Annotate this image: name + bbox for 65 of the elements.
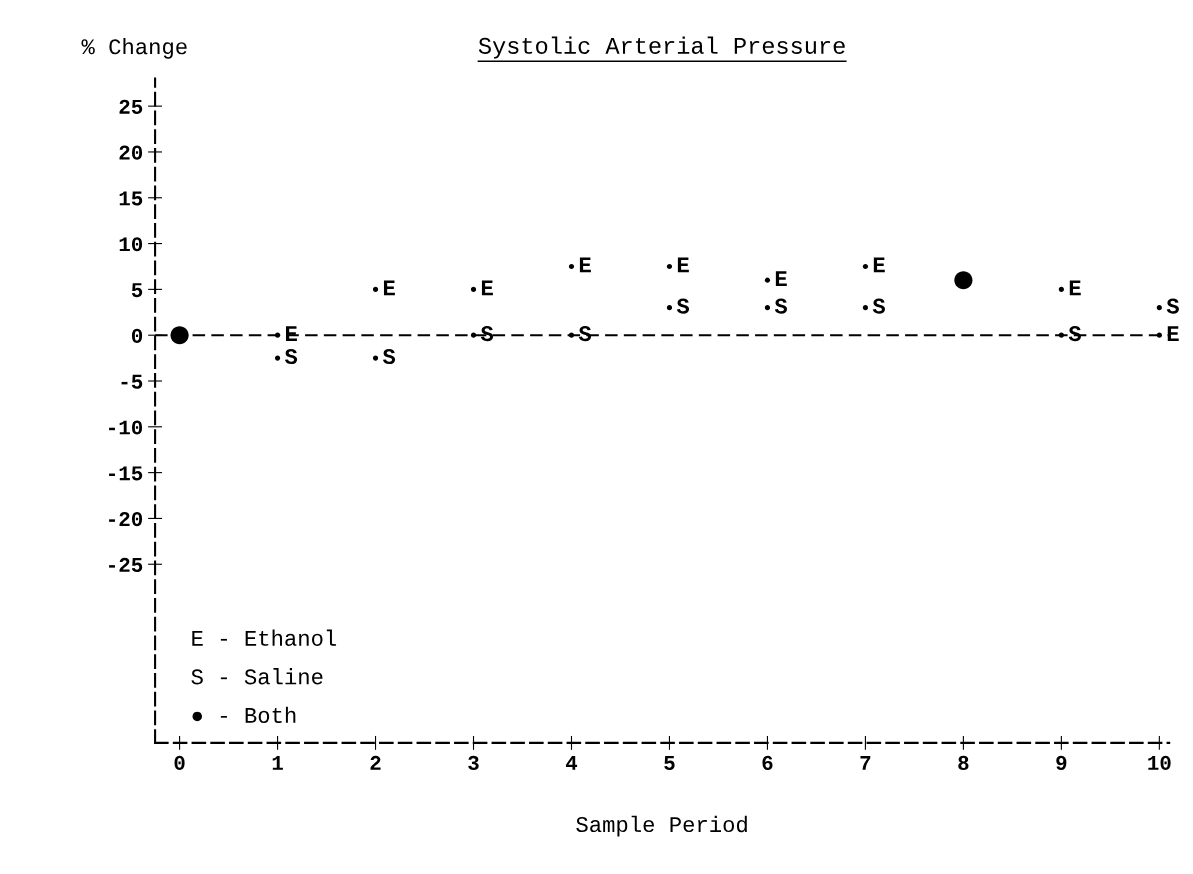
x-tick-label: 8 xyxy=(958,755,969,771)
x-tick-label: 0 xyxy=(174,755,185,771)
point xyxy=(568,263,575,270)
y-tick-label: 20 xyxy=(119,145,143,160)
point xyxy=(764,305,771,311)
data-label: E xyxy=(1069,280,1081,296)
x-axis-title: Sample Period xyxy=(576,815,747,837)
data-label: S xyxy=(676,298,690,314)
data-label: E xyxy=(579,257,591,273)
y-axis-title: % Change xyxy=(81,38,187,59)
y-tick-label: 15 xyxy=(119,191,143,206)
point xyxy=(1058,332,1064,338)
x-tick-label: 1 xyxy=(272,756,283,770)
chart-title: Systolic Arterial Pressure xyxy=(478,36,845,59)
y-tick-label: -20 xyxy=(109,512,143,527)
x-tick-label: 6 xyxy=(762,755,773,771)
point xyxy=(666,305,673,311)
data-label: S xyxy=(774,298,788,314)
point xyxy=(470,286,477,292)
point xyxy=(372,355,379,361)
x-tick-label: 2 xyxy=(370,755,381,770)
data-label: E xyxy=(481,280,493,296)
point xyxy=(862,263,869,270)
data-label: E xyxy=(873,257,885,273)
y-tick-label: 25 xyxy=(119,99,143,114)
y-tick-label: -5 xyxy=(121,374,143,389)
data-label: S xyxy=(480,326,494,342)
point xyxy=(274,355,281,361)
y-tick-label: -15 xyxy=(109,466,143,481)
y-tick-label: 5 xyxy=(131,283,143,298)
data-label: S xyxy=(1068,326,1081,342)
data-label: E xyxy=(383,280,395,296)
x-tick-label: 9 xyxy=(1056,755,1067,771)
y-tick-label: -10 xyxy=(109,420,143,435)
point xyxy=(170,326,189,345)
point xyxy=(954,271,973,290)
x-tick-label: 3 xyxy=(468,755,479,771)
point xyxy=(666,263,673,270)
annotation: E - Ethanol xyxy=(192,629,337,646)
y-tick-label: -25 xyxy=(109,557,143,572)
data-label: S xyxy=(382,348,396,365)
data-label: S xyxy=(872,298,885,314)
point xyxy=(1156,305,1162,311)
x-tick-label: 10 xyxy=(1148,755,1171,771)
data-label: S xyxy=(578,326,592,342)
point xyxy=(862,305,869,311)
annotation: S - Saline xyxy=(191,668,323,685)
data-label: E xyxy=(775,271,787,286)
point xyxy=(764,277,771,283)
point xyxy=(470,332,477,338)
y-tick-label: 10 xyxy=(119,237,143,252)
point xyxy=(274,332,281,338)
data-label: S xyxy=(284,348,298,365)
y-tick-label: 0 xyxy=(131,328,143,343)
x-tick-label: 4 xyxy=(565,756,578,770)
x-tick-label: 5 xyxy=(664,756,675,771)
data-label: S xyxy=(1166,298,1179,314)
data-label: E xyxy=(677,257,689,273)
annotation: ● - Both xyxy=(192,706,296,723)
point xyxy=(1058,286,1064,292)
point xyxy=(1156,332,1162,338)
point xyxy=(568,332,575,338)
x-tick-label: 7 xyxy=(860,756,871,770)
point xyxy=(372,286,379,292)
data-label: E xyxy=(1167,326,1179,341)
